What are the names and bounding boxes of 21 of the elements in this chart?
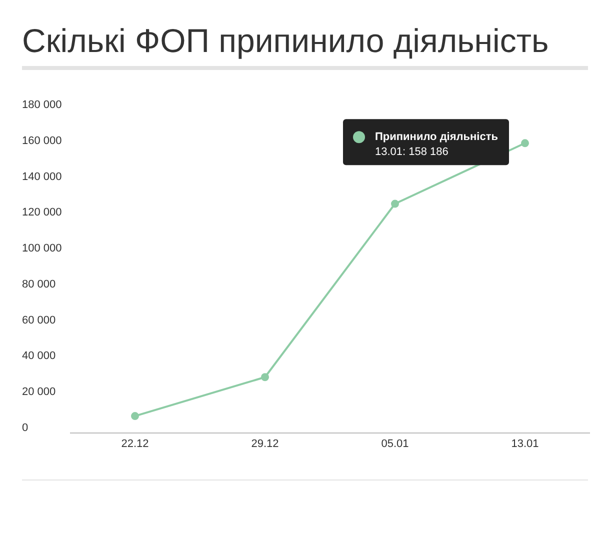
x-tick-label: 05.01 [381,438,409,450]
point [261,373,269,382]
y-tick-label: 120 000 [22,206,62,219]
x-tick-label: 29.12 [251,438,279,450]
y-tick-label: 20 000 [22,386,56,398]
y-tick-label: 140 000 [22,170,62,183]
y-tick-label: 0 [22,422,28,434]
x-tick-label: 22.12 [121,438,149,450]
point [521,139,529,148]
x-tick-label: 13.01 [511,438,539,450]
point [131,412,139,420]
y-tick-label: 180 000 [22,99,62,111]
annotation: 13.01: 158 186 [375,146,448,158]
legend-label: Припинило діяльність [375,131,498,144]
y-tick-label: 40 000 [22,350,56,362]
y-tick-label: 60 000 [22,314,56,326]
chart-title: Скількі ФОП припинило діяльність [22,22,549,59]
point [391,200,399,208]
y-tick-label: 80 000 [22,278,56,290]
y-tick-label: 160 000 [22,134,62,147]
y-tick-label: 100 000 [22,242,62,255]
